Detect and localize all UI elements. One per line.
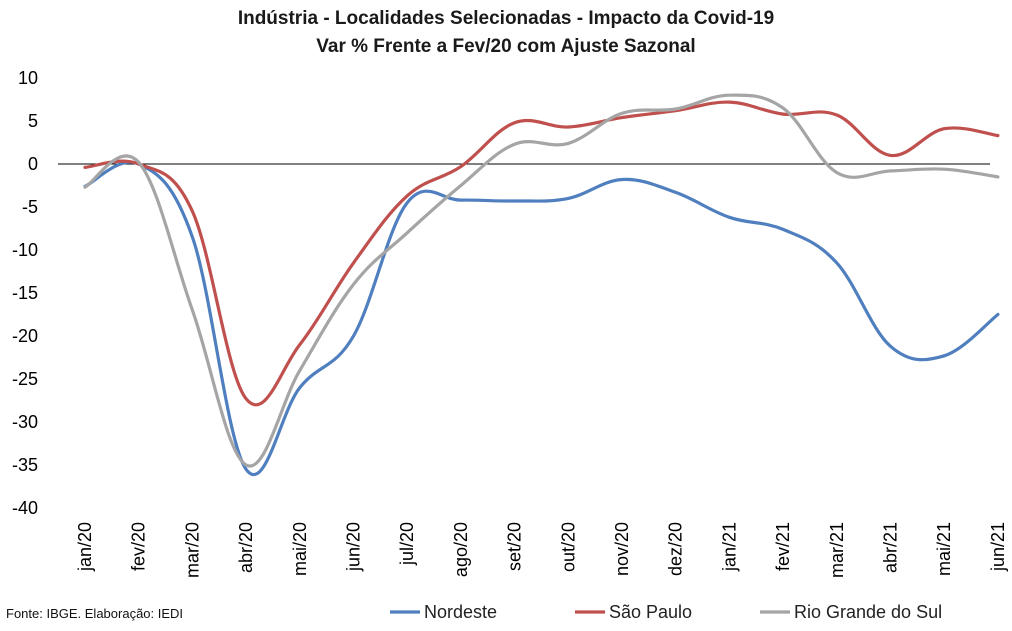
series-line-nordeste xyxy=(83,160,1000,477)
x-tick-label: out/20 xyxy=(558,522,578,572)
x-tick-label: mar/20 xyxy=(182,522,202,578)
legend-label: São Paulo xyxy=(609,602,692,622)
source-note: Fonte: IBGE. Elaboração: IEDI xyxy=(6,606,183,621)
x-tick-label: dez/20 xyxy=(666,522,686,576)
y-tick-label: -35 xyxy=(12,455,38,475)
x-tick-label: jan/21 xyxy=(719,522,739,572)
y-tick-label: 5 xyxy=(28,111,38,131)
y-axis: 10 5 0 -5 -10 -15 -20 -25 -30 -35 -40 xyxy=(12,68,990,518)
x-tick-label: mai/21 xyxy=(934,522,954,576)
y-tick-label: -15 xyxy=(12,283,38,303)
y-tick-label: -20 xyxy=(12,326,38,346)
legend: Nordeste São Paulo Rio Grande do Sul xyxy=(390,602,942,622)
x-tick-label: set/20 xyxy=(505,522,525,571)
chart-title: Indústria - Localidades Selecionadas - I… xyxy=(238,8,774,29)
series-line-sao-paulo xyxy=(83,100,1000,407)
x-axis: jan/20 fev/20 mar/20 abr/20 mai/20 jun/20 jul/… xyxy=(75,522,1008,578)
y-tick-label: -10 xyxy=(12,240,38,260)
x-tick-label: mai/20 xyxy=(290,522,310,576)
x-tick-label: mar/21 xyxy=(827,522,847,578)
y-tick-label: 0 xyxy=(28,154,38,174)
chart-subtitle: Var % Frente a Fev/20 com Ajuste Sazonal xyxy=(316,36,695,57)
x-tick-label: ago/20 xyxy=(451,522,471,577)
y-tick-label: 10 xyxy=(18,68,38,88)
x-tick-label: jan/20 xyxy=(75,522,95,572)
x-tick-label: abr/20 xyxy=(236,522,256,573)
y-tick-label: -25 xyxy=(12,369,38,389)
x-tick-label: fev/20 xyxy=(129,522,149,571)
legend-label: Nordeste xyxy=(424,602,497,622)
y-tick-label: -30 xyxy=(12,412,38,432)
x-tick-label: nov/20 xyxy=(612,522,632,576)
series-line-rio-grande-do-sul xyxy=(83,93,1000,468)
y-tick-label: -40 xyxy=(12,498,38,518)
x-tick-label: abr/21 xyxy=(881,522,901,573)
x-tick-label: fev/21 xyxy=(773,522,793,571)
legend-label: Rio Grande do Sul xyxy=(794,602,942,622)
x-tick-label: jul/20 xyxy=(397,522,417,566)
y-tick-label: -5 xyxy=(22,197,38,217)
x-tick-label: jun/20 xyxy=(344,522,364,572)
x-tick-label: jun/21 xyxy=(988,522,1008,572)
series-layer xyxy=(83,93,1000,477)
